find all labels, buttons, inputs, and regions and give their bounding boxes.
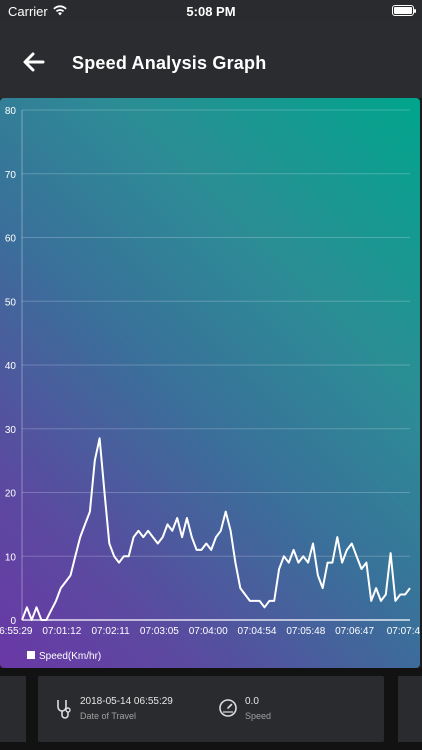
speed-chart-svg: 0 10 20 30 40 50 60 70 80 06:55:29 07:01:12 07:02:1…	[0, 106, 420, 662]
x-tick-label: 07:05:48	[286, 626, 325, 637]
y-tick-label: 10	[5, 552, 17, 563]
page-title: Speed Analysis Graph	[72, 53, 267, 73]
back-arrow-icon[interactable]	[22, 52, 46, 72]
stethoscope-icon	[57, 700, 71, 719]
y-tick-label: 80	[5, 106, 17, 117]
legend-swatch	[27, 651, 35, 659]
speed-value: 0.0	[245, 696, 259, 707]
wifi-icon	[53, 5, 67, 16]
x-tick-label: 07:04:00	[189, 626, 228, 637]
speedometer-icon	[219, 699, 237, 717]
y-tick-label: 60	[5, 234, 17, 245]
y-tick-label: 70	[5, 170, 17, 181]
x-tick-label: 07:07:4	[387, 626, 420, 637]
speed-series-line	[21, 437, 411, 621]
travel-date-label: Date of Travel	[80, 711, 137, 721]
y-tick-label: 30	[5, 425, 17, 436]
previous-info-card[interactable]	[0, 676, 26, 742]
clock: 5:08 PM	[186, 4, 236, 19]
carrier-label: Carrier	[8, 4, 48, 19]
x-tick-label: 07:06:47	[335, 626, 374, 637]
x-tick-label: 06:55:29	[0, 626, 33, 637]
y-tick-label: 40	[5, 361, 17, 372]
legend-label: Speed(Km/hr)	[39, 651, 101, 662]
travel-date-value: 2018-05-14 06:55:29	[80, 696, 173, 707]
x-tick-label: 07:01:12	[42, 626, 81, 637]
y-tick-label: 50	[5, 297, 17, 308]
next-info-card[interactable]	[398, 676, 422, 742]
info-card[interactable]: 2018-05-14 06:55:29 Date of Travel 0.0 S…	[38, 676, 384, 742]
battery-icon	[392, 5, 416, 16]
speed-chart: 0 10 20 30 40 50 60 70 80 06:55:29 07:01:12 07:02:1…	[0, 98, 420, 668]
bottom-panel: 2018-05-14 06:55:29 Date of Travel 0.0 S…	[0, 668, 422, 750]
y-tick-label: 0	[10, 616, 16, 627]
status-bar: Carrier 5:08 PM	[0, 0, 422, 22]
nav-bar: Speed Analysis Graph	[0, 22, 422, 98]
y-tick-label: 20	[5, 489, 17, 500]
x-tick-label: 07:03:05	[140, 626, 179, 637]
x-tick-label: 07:04:54	[238, 626, 277, 637]
x-tick-label: 07:02:11	[92, 626, 131, 637]
speed-label: Speed	[245, 711, 272, 721]
